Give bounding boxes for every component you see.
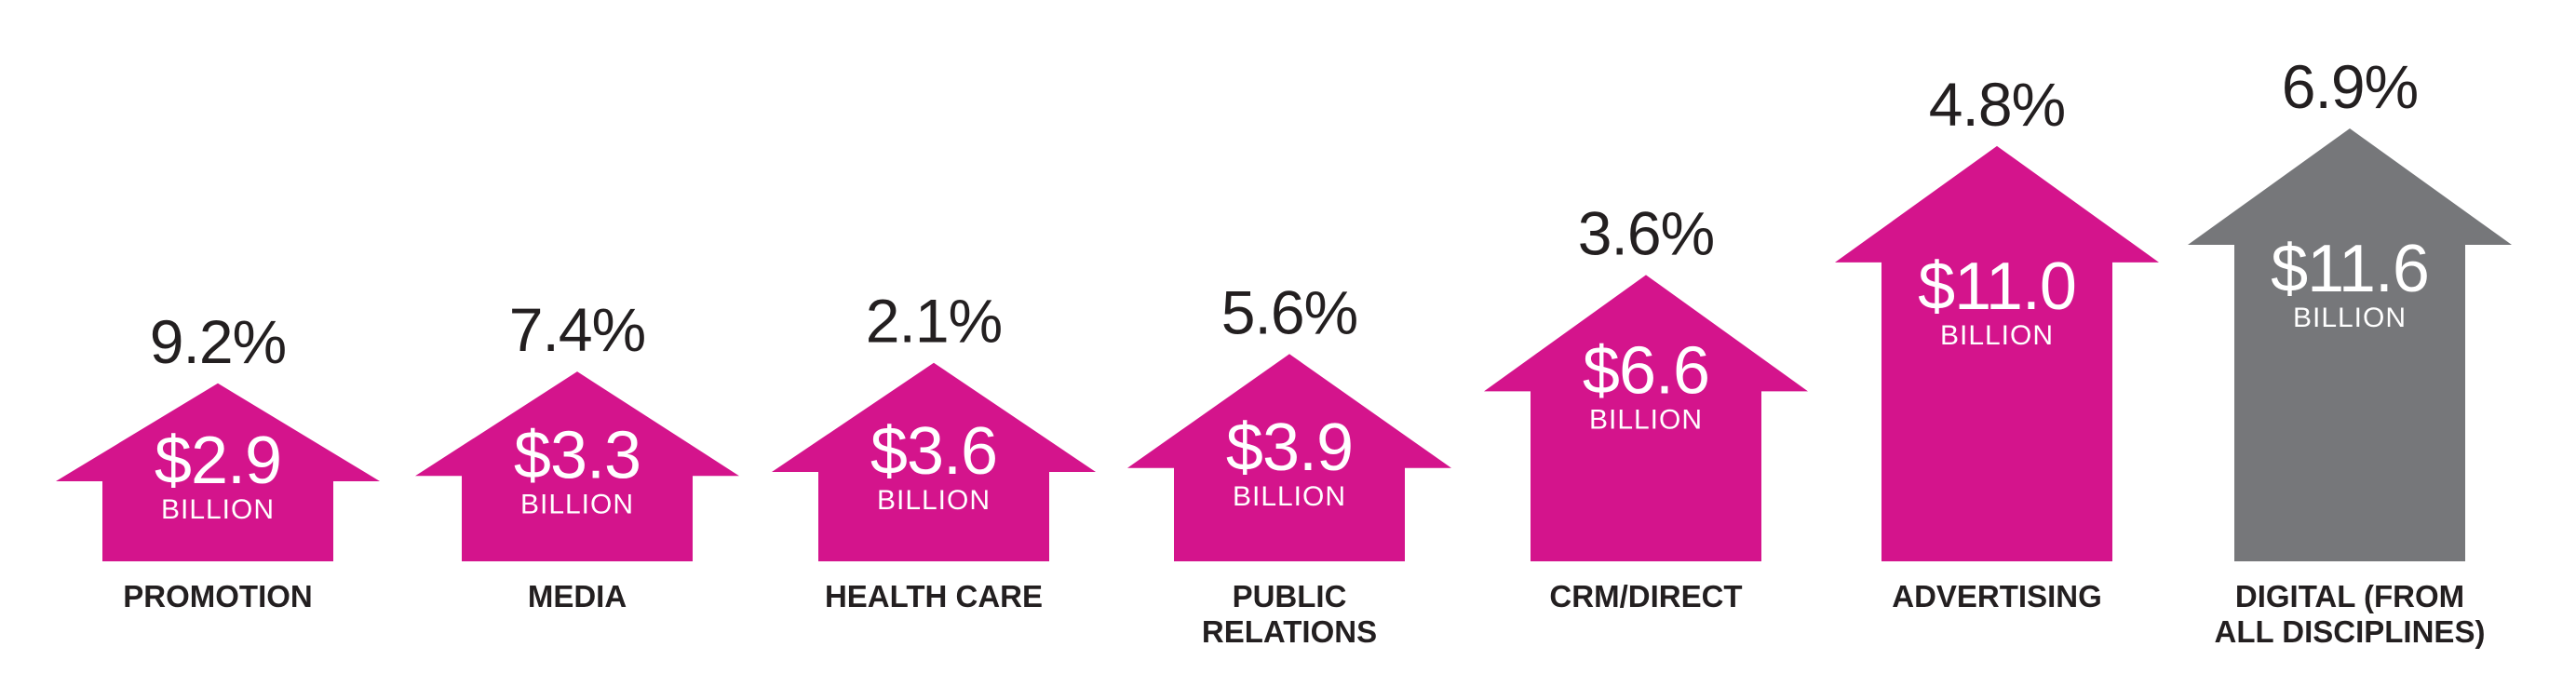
value-label: $3.9 — [1226, 411, 1353, 485]
unit-label: BILLION — [1940, 320, 2054, 351]
growth-label: 4.8% — [1929, 70, 2065, 139]
category-label: RELATIONS — [1202, 614, 1377, 649]
value-label: $11.6 — [2271, 232, 2429, 306]
arrow-bar — [1127, 354, 1451, 561]
growth-label: 5.6% — [1221, 277, 1357, 346]
arrow-bar — [415, 371, 739, 561]
value-label: $6.6 — [1583, 333, 1709, 408]
unit-label: BILLION — [520, 489, 634, 519]
growth-label: 6.9% — [2282, 52, 2418, 121]
unit-label: BILLION — [877, 485, 991, 516]
growth-label: 3.6% — [1578, 198, 1714, 267]
arrow-bar — [1835, 145, 2159, 561]
category-label: HEALTH CARE — [825, 579, 1043, 613]
category-label: PUBLIC — [1233, 579, 1347, 613]
growth-label: 7.4% — [509, 295, 645, 364]
value-label: $3.3 — [514, 418, 641, 492]
growth-label: 9.2% — [150, 307, 286, 376]
arrow-bar — [1484, 275, 1808, 561]
category-label: ALL DISCIPLINES) — [2215, 614, 2486, 649]
category-label: CRM/DIRECT — [1549, 579, 1742, 613]
unit-label: BILLION — [2293, 303, 2407, 333]
category-label: PROMOTION — [123, 579, 313, 613]
value-label: $3.6 — [870, 414, 997, 489]
growth-label: 2.1% — [866, 287, 1002, 356]
category-label: ADVERTISING — [1892, 579, 2102, 613]
unit-label: BILLION — [161, 494, 275, 525]
value-label: $2.9 — [155, 424, 281, 498]
arrow-bar — [772, 362, 1096, 561]
arrow-bar — [2188, 128, 2512, 561]
category-label: MEDIA — [528, 579, 627, 613]
arrow-bar — [56, 383, 380, 561]
unit-label: BILLION — [1233, 481, 1346, 512]
category-label: DIGITAL (FROM — [2235, 579, 2464, 613]
unit-label: BILLION — [1589, 404, 1703, 435]
value-label: $11.0 — [1918, 249, 2076, 324]
